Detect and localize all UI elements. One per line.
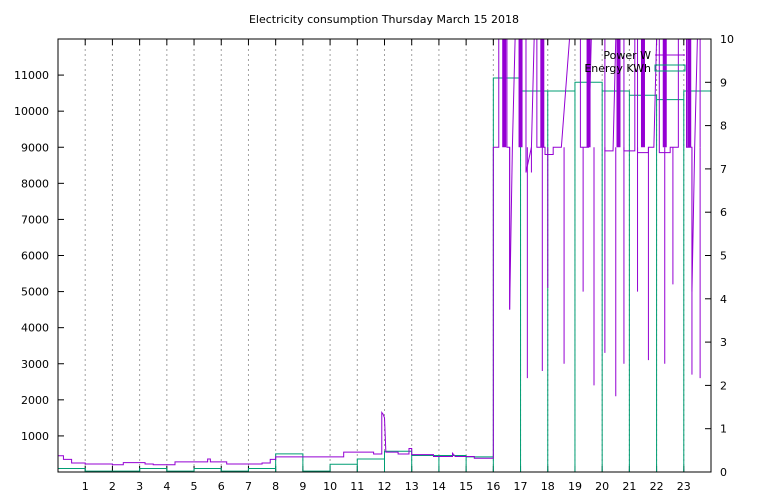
plot-frame [57,38,712,473]
y-tick-label: 5000 [21,286,49,299]
y2-tick-label: 9 [720,76,727,89]
x-tick-label: 2 [109,480,116,493]
legend-swatch-energy [654,64,686,72]
y-tick-label: 4000 [21,322,49,335]
x-tick-label: 3 [136,480,143,493]
y2-tick-label: 0 [720,466,727,479]
legend: Power W Energy KWh [584,49,686,75]
y-tick-label: 9000 [21,141,49,154]
x-tick-label: 9 [299,480,306,493]
x-tick-label: 10 [323,480,337,493]
y2-tick-label: 1 [720,423,727,436]
y2-tick-label: 7 [720,163,727,176]
x-tick-label: 5 [191,480,198,493]
y-tick-label: 11000 [14,69,49,82]
x-axis: 1 2 3 4 5 6 7 8 9 10 11 12 13 14 15 16 17 18 19 20 21 22 23 [82,39,691,493]
y2-tick-label: 8 [720,120,727,133]
y-axis: 1000 2000 3000 4000 5000 6000 7000 8000 9000 1000… [14,69,64,443]
x-tick-label: 13 [405,480,419,493]
y-tick-label: 3000 [21,358,49,371]
y-tick-label: 2000 [21,394,49,407]
x-tick-label: 4 [163,480,170,493]
chart-title: Electricity consumption Thursday March 1… [249,13,519,26]
y2-tick-label: 10 [720,33,734,46]
power-series-line [58,38,701,466]
y2-tick-label: 2 [720,379,727,392]
y2-tick-label: 5 [720,250,727,263]
x-tick-label: 19 [568,480,582,493]
x-tick-label: 20 [595,480,609,493]
x-tick-label: 6 [218,480,225,493]
y-tick-label: 1000 [21,430,49,443]
x-tick-label: 21 [622,480,636,493]
legend-label-power: Power W [603,49,651,62]
y-tick-label: 7000 [21,213,49,226]
x-tick-label: 22 [650,480,664,493]
x-tick-label: 23 [677,480,691,493]
x-tick-label: 17 [514,480,528,493]
y2-tick-label: 4 [720,293,727,306]
x-tick-label: 16 [486,480,500,493]
y2-tick-label: 6 [720,206,727,219]
y2-tick-label: 3 [720,336,727,349]
x-tick-label: 14 [432,480,446,493]
x-tick-label: 18 [541,480,555,493]
y-tick-label: 8000 [21,177,49,190]
y-tick-label: 10000 [14,105,49,118]
legend-label-energy: Energy KWh [584,62,651,75]
x-tick-label: 1 [82,480,89,493]
x-tick-label: 12 [378,480,392,493]
plot-area [57,38,712,472]
x-tick-label: 15 [459,480,473,493]
x-tick-label: 7 [245,480,252,493]
x-tick-label: 8 [272,480,279,493]
power-series-dips [502,39,701,397]
y2-axis: 0 1 2 3 4 5 6 7 8 9 10 [705,33,734,479]
x-tick-label: 11 [350,480,364,493]
y-tick-label: 6000 [21,250,49,263]
